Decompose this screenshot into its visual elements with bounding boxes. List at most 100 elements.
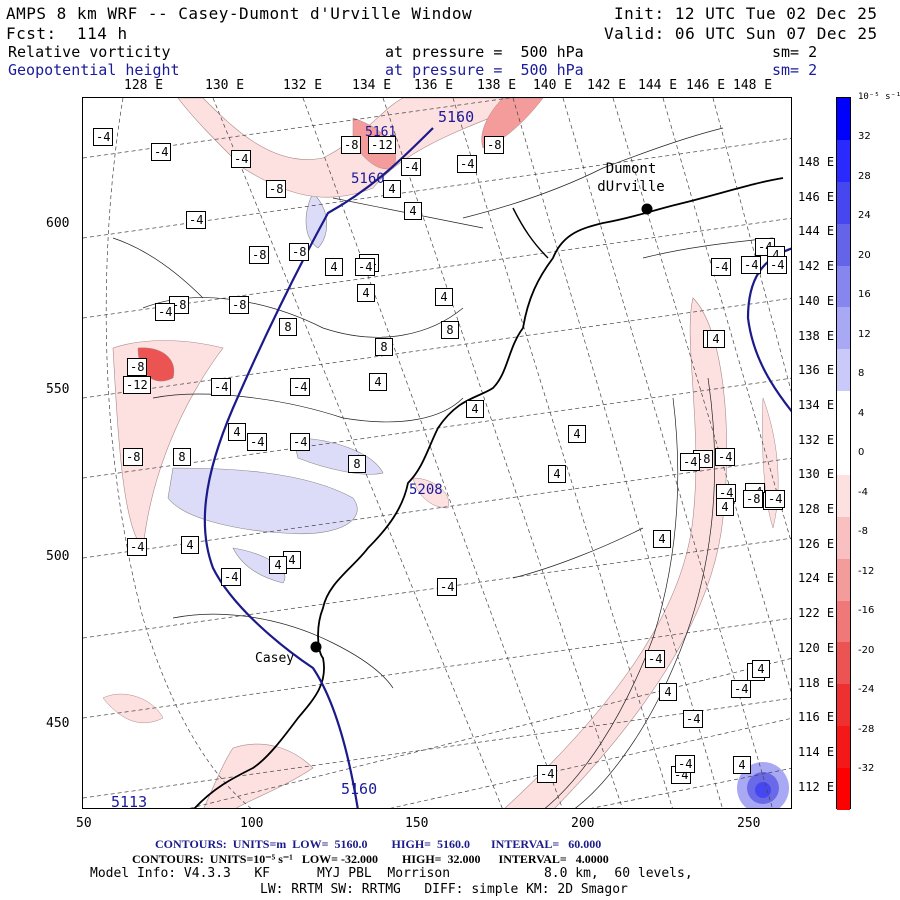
height-label: 5208 — [409, 482, 443, 498]
colorbar-tick-label: 16 — [858, 289, 871, 300]
coastline — [512, 207, 549, 259]
lon-label: 134 E — [352, 78, 392, 93]
vorticity-negative-area — [504, 297, 728, 808]
vorticity-value-label: -4 — [401, 158, 422, 176]
colorbar-swatch — [837, 349, 850, 392]
vorticity-value-label: 8 — [173, 448, 191, 466]
colorbar-swatch — [837, 391, 850, 434]
vorticity-value-label: -12 — [123, 376, 151, 394]
colorbar-tick-label: -24 — [858, 684, 875, 695]
vorticity-value-label: -8 — [123, 448, 144, 466]
vorticity-positive-area — [167, 467, 358, 535]
right-axis-label: 114 E — [798, 744, 835, 759]
vorticity-negative-area — [481, 98, 544, 149]
vorticity-value-label: 4 — [325, 258, 343, 276]
coastline — [193, 177, 784, 808]
right-axis-label: 120 E — [798, 640, 835, 655]
right-axis-label: 136 E — [798, 363, 835, 378]
right-axis-label: 126 E — [798, 536, 835, 551]
right-axis-label: 128 E — [798, 502, 835, 516]
colorbar-tick-label: -20 — [858, 644, 875, 656]
colorbar-unit: 10⁻⁵ s⁻¹ — [858, 92, 900, 102]
lon-label: 132 E — [283, 78, 323, 93]
colorbar-tick-label: 20 — [858, 249, 871, 261]
right-axis-label: 138 E — [798, 328, 835, 343]
vorticity-value-label: -4 — [247, 433, 268, 451]
colorbar-swatch — [837, 307, 850, 350]
y-tick: 500 — [46, 549, 70, 564]
colorbar-swatch — [837, 642, 850, 685]
init-time: Init: 12 UTC Tue 02 Dec 25 — [614, 4, 878, 23]
right-axis-label: 132 E — [798, 432, 835, 447]
x-tick: 200 — [571, 816, 595, 831]
colorbar-swatch — [837, 768, 850, 811]
vorticity-value-label: -4 — [711, 258, 732, 276]
vorticity-value-label: 4 — [716, 498, 734, 516]
x-tick: 250 — [737, 816, 761, 831]
footer-model-info: Model Info: V4.3.3 KF MYJ PBL Morrison 8… — [90, 866, 693, 881]
vorticity-value-label: 4 — [568, 425, 586, 443]
lon-label: 148 E — [733, 78, 773, 93]
lon-label: 144 E — [638, 78, 678, 93]
vorticity-value-label: -8 — [127, 358, 148, 376]
right-axis-label: 140 E — [798, 293, 835, 308]
height-label: 5113 — [111, 793, 148, 809]
right-axis-label: 130 E — [798, 467, 835, 482]
x-tick: 100 — [240, 816, 264, 831]
vorticity-value-label: -4 — [186, 211, 207, 229]
field1-name: Relative vorticity — [8, 43, 171, 61]
vorticity-value-label: 8 — [441, 321, 459, 339]
vorticity-value-label: -4 — [645, 650, 666, 668]
title-line-1: AMPS 8 km WRF -- Casey-Dumont d'Urville … — [6, 4, 473, 23]
vorticity-value-label: -4 — [767, 256, 788, 274]
colorbar-tick-label: 8 — [858, 368, 865, 379]
x-tick: 50 — [76, 816, 92, 831]
vorticity-value-label: 4 — [181, 536, 199, 554]
vorticity-value-label: -8 — [289, 243, 310, 261]
height-label: 5160 — [341, 780, 378, 798]
vorticity-value-label: 4 — [548, 465, 566, 483]
y-tick: 600 — [46, 216, 70, 231]
colorbar-swatch — [837, 433, 850, 476]
vorticity-value-label: -4 — [716, 484, 737, 502]
vorticity-value-label: 4 — [369, 373, 387, 391]
x-tick: 150 — [405, 816, 429, 831]
vorticity-value-label: 4 — [752, 660, 770, 678]
colorbar-tick-label: -28 — [858, 723, 875, 735]
colorbar-swatch — [837, 684, 850, 727]
vorticity-value-label: -4 — [683, 710, 704, 728]
right-axis-label: 118 E — [798, 675, 835, 690]
vorticity-value-label: -4 — [93, 128, 114, 146]
vorticity-value-label: 4 — [435, 288, 453, 306]
vorticity-value-label: -4 — [457, 155, 478, 173]
lon-label: 142 E — [587, 78, 627, 93]
colorbar-swatch — [837, 139, 850, 183]
dumont-durville-marker[interactable] — [641, 203, 653, 215]
vorticity-value-label: 8 — [279, 318, 297, 336]
vorticity-value-label: -8 — [341, 136, 362, 154]
vorticity-value-label: 8 — [348, 455, 366, 473]
casey-marker[interactable] — [310, 641, 322, 653]
colorbar-tick-label: -4 — [858, 486, 868, 498]
colorbar — [836, 97, 851, 811]
vorticity-value-label: -4 — [680, 453, 701, 471]
colorbar-swatch — [837, 223, 850, 267]
vorticity-negative-area — [203, 743, 314, 808]
right-axis-label: 142 E — [798, 259, 835, 274]
map-plot-area[interactable]: Dumont dUrville Casey 5160 5160 5208 516… — [82, 97, 792, 809]
lon-label: 130 E — [205, 78, 245, 93]
colorbar-swatch — [837, 516, 850, 560]
station-label-dumont-durville: Dumont dUrville — [597, 161, 665, 195]
vorticity-value-label: -4 — [437, 578, 458, 596]
vorticity-value-label: -4 — [715, 448, 736, 466]
vorticity-value-label: 4 — [228, 423, 246, 441]
colorbar-tick-label: -12 — [858, 565, 875, 577]
colorbar-tick-label: 32 — [858, 131, 871, 142]
vorticity-value-label: -4 — [155, 303, 176, 321]
lon-label: 140 E — [533, 78, 573, 93]
vorticity-value-label: -8 — [266, 180, 287, 198]
right-axis-label: 112 E — [798, 779, 835, 794]
valid-time: Valid: 06 UTC Sun 07 Dec 25 — [604, 24, 878, 43]
footer-contours-vorticity: CONTOURS: UNITS=10⁻⁵ s⁻¹ LOW= -32.000 HI… — [132, 852, 609, 866]
vorticity-value-label: -4 — [675, 755, 696, 773]
